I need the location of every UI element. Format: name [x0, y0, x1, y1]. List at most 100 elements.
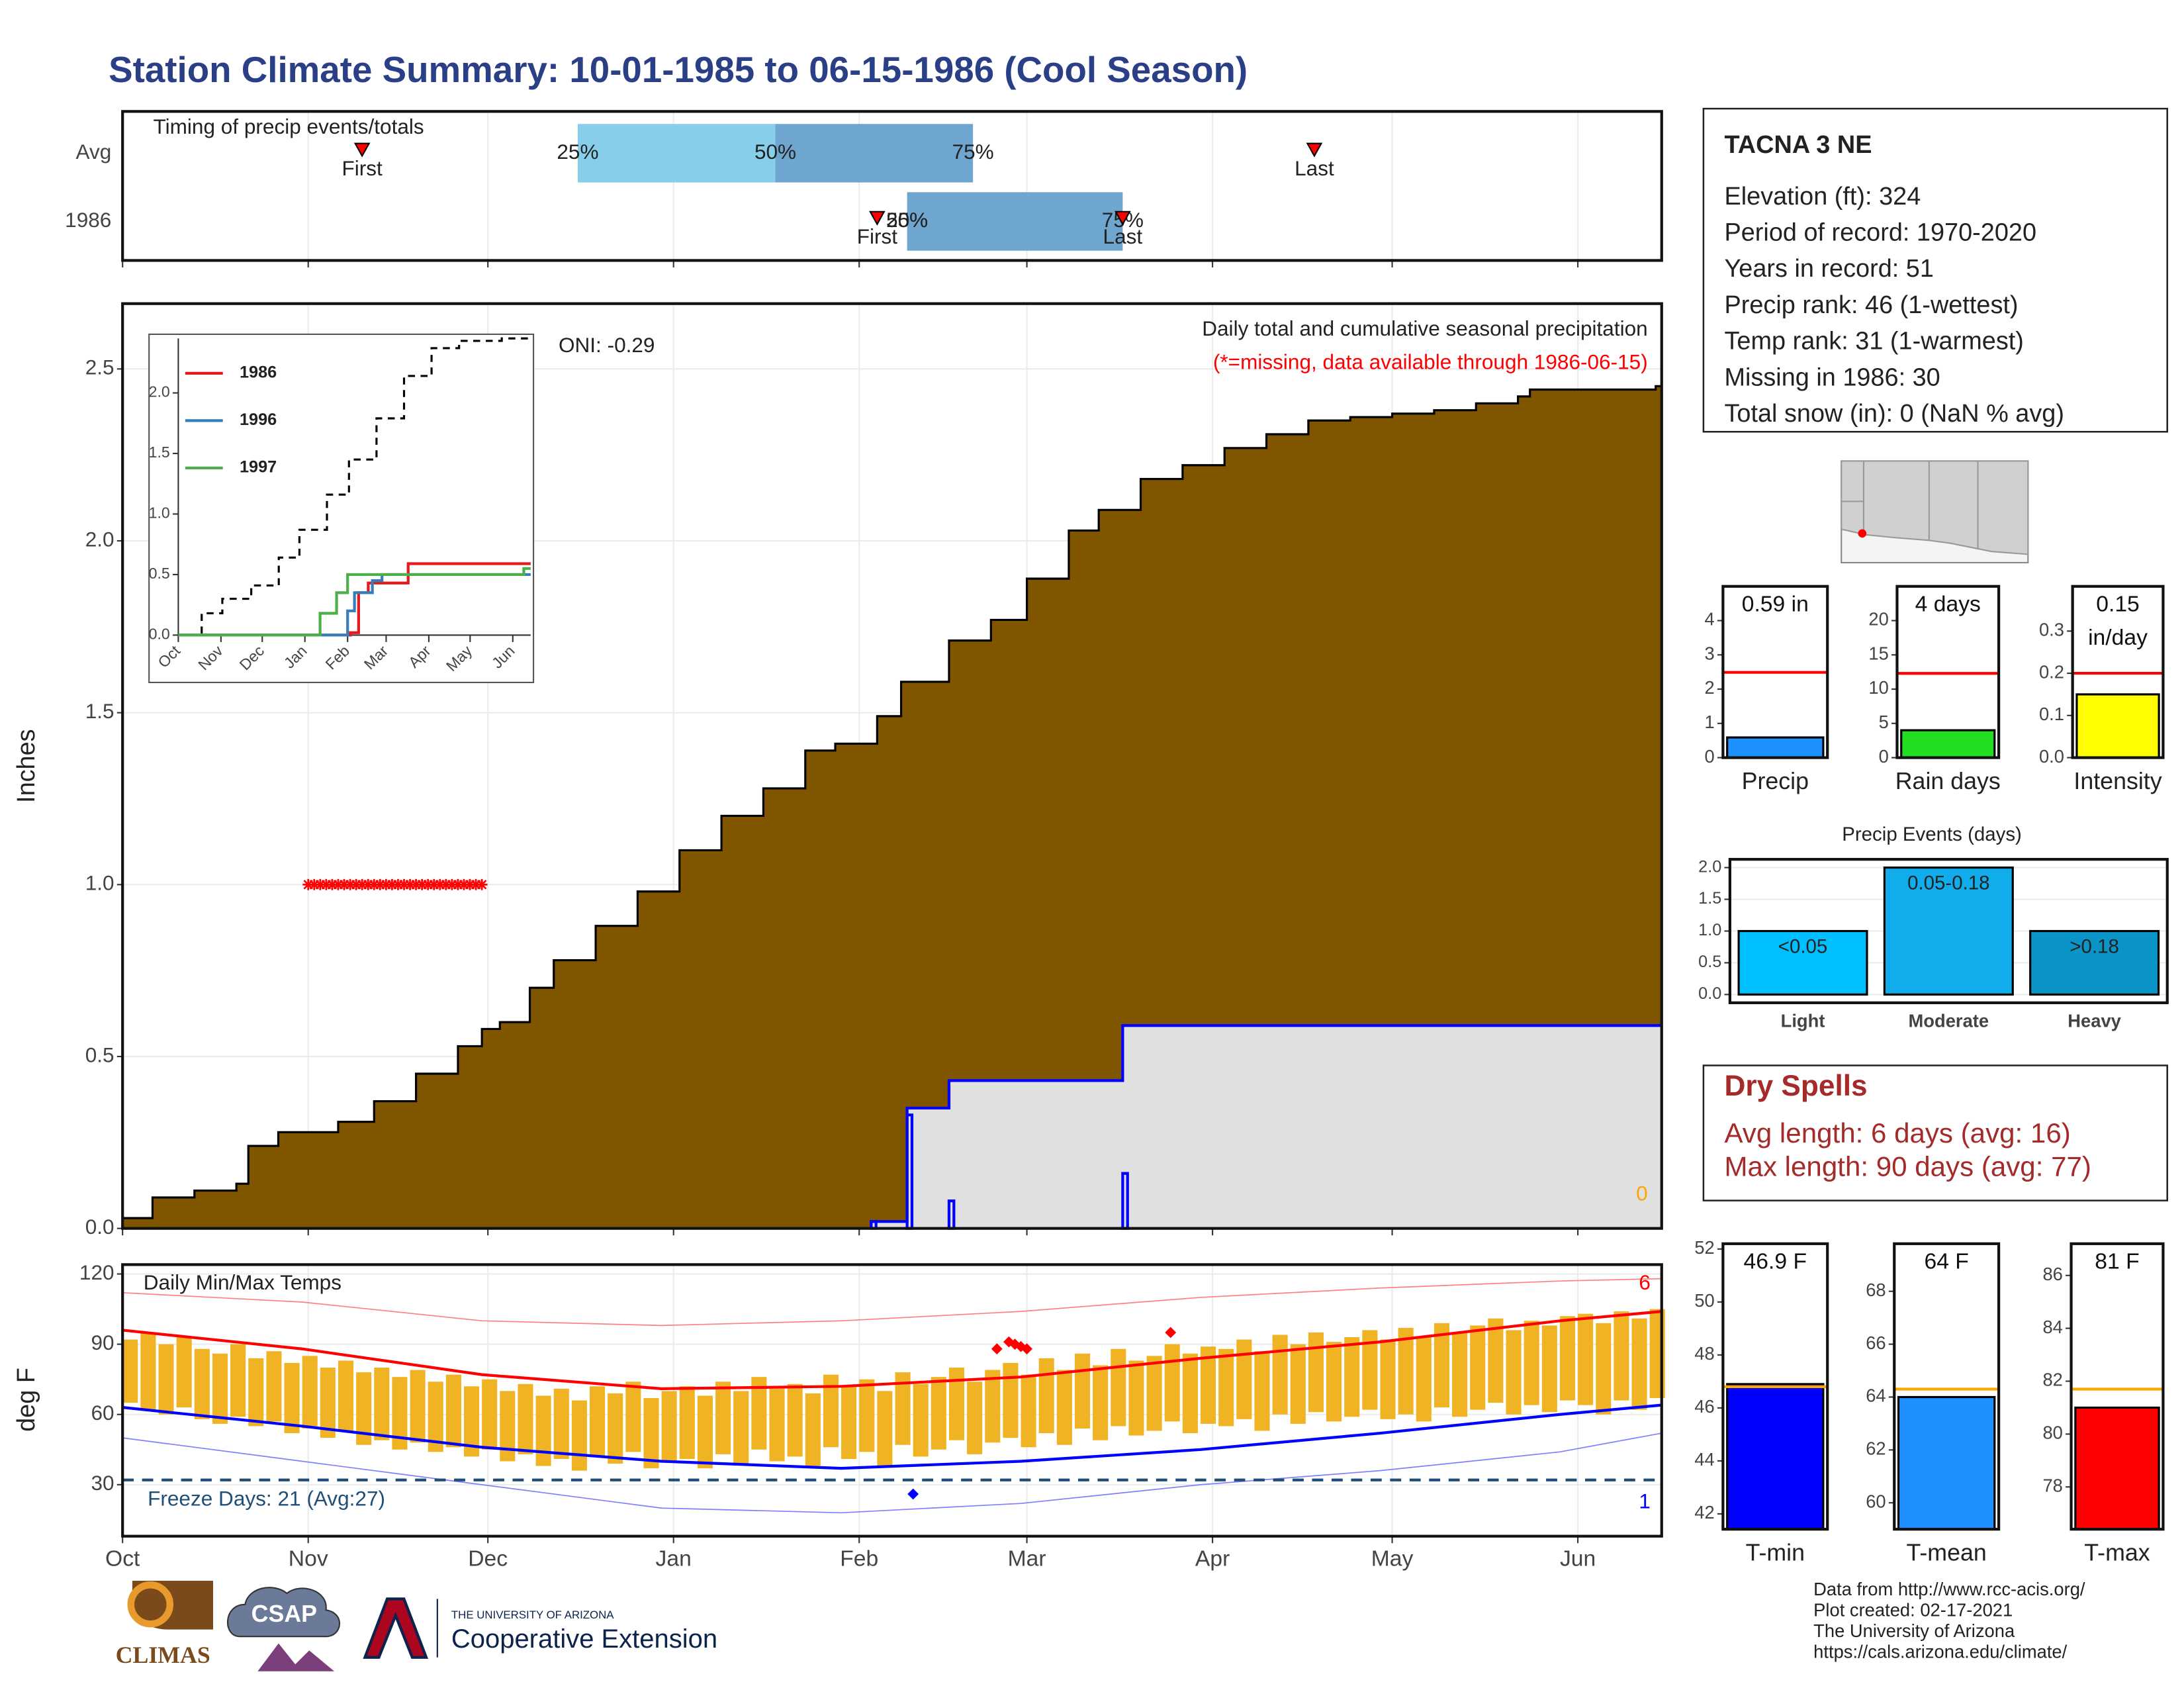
- y-axis-label: deg F: [13, 1368, 40, 1432]
- temp-range-bar: [967, 1382, 983, 1454]
- climas-logo-ring: [127, 1581, 174, 1628]
- y-tick-label: 0.0: [2039, 746, 2064, 767]
- quartile-bar: [577, 124, 776, 183]
- plot-frame: [1728, 858, 2169, 1004]
- station-name: TACNA 3 NE: [1724, 131, 1872, 159]
- plot-frame: [1893, 1242, 2001, 1531]
- missing-marker: [452, 878, 464, 890]
- temp-line: [122, 1278, 1662, 1327]
- temp-range-bar: [302, 1356, 318, 1429]
- plot-frame: [1895, 585, 2001, 759]
- temp-range-bar: [158, 1344, 174, 1415]
- locator-map: [1841, 460, 2029, 564]
- temp-range-bar: [1614, 1311, 1629, 1401]
- event-marker: [869, 211, 886, 226]
- missing-marker: [446, 878, 458, 890]
- y-tick-label: 120: [79, 1260, 114, 1284]
- missing-marker: [314, 878, 326, 890]
- missing-marker: [326, 878, 338, 890]
- event-label: First: [341, 156, 383, 180]
- map-border: [1841, 461, 1979, 549]
- temp-range-bar: [1128, 1360, 1144, 1436]
- temp-range-bar: [122, 1339, 138, 1403]
- x-tick-label: Mar: [1008, 1546, 1046, 1571]
- temp-range-bar: [266, 1351, 282, 1422]
- bar: [1897, 1395, 1996, 1530]
- y-tick-label: 62: [1866, 1438, 1886, 1459]
- x-tick-label: Heavy: [2068, 1011, 2121, 1031]
- quartile-label: 50%: [754, 140, 796, 164]
- y-tick-label: 1.5: [85, 699, 114, 723]
- station-line: Elevation (ft): 324: [1724, 183, 1921, 211]
- missing-marker: [422, 878, 434, 890]
- x-axis-label: T-mean: [1907, 1539, 1987, 1566]
- value-label: 81 F: [2095, 1250, 2140, 1275]
- logo-text: CLIMAS: [116, 1642, 210, 1668]
- temp-range-bar: [338, 1360, 354, 1431]
- legend-label: 1986: [240, 363, 277, 382]
- temp-range-bar: [553, 1388, 569, 1459]
- dry-spells-line: Max length: 90 days (avg: 77): [1724, 1150, 2091, 1182]
- value-label: 0.15 in/day: [2088, 593, 2148, 651]
- y-tick-label: 50: [1694, 1290, 1714, 1311]
- x-tick-label: May: [1371, 1546, 1414, 1571]
- bar: [1726, 1383, 1825, 1530]
- value-label: 46.9 F: [1743, 1250, 1807, 1275]
- temp-range-bar: [1164, 1344, 1180, 1422]
- temp-range-bar: [392, 1377, 408, 1450]
- quartile-label: 25%: [886, 208, 928, 232]
- panel-title: Daily Min/Max Temps: [144, 1270, 341, 1294]
- x-axis-label: Precip: [1742, 768, 1809, 794]
- y-tick-label: 82: [2042, 1370, 2062, 1390]
- plot-frame: [2070, 1242, 2165, 1531]
- temp-range-bar: [1290, 1344, 1306, 1424]
- y-tick-label: 0.2: [2039, 661, 2064, 682]
- temp-range-bar: [194, 1348, 210, 1419]
- legend-label: 1996: [240, 410, 277, 429]
- missing-marker: [356, 878, 368, 890]
- dry-spells-title: Dry Spells: [1724, 1070, 1867, 1102]
- temp-range-bar: [751, 1377, 767, 1450]
- y-tick-label: 4: [1705, 609, 1715, 630]
- category-label: 1986: [65, 208, 111, 232]
- bar: [1726, 736, 1825, 759]
- missing-marker: [410, 878, 422, 890]
- missing-marker: [428, 878, 440, 890]
- bar: [2029, 929, 2160, 996]
- missing-marker: [332, 878, 344, 890]
- bar-label: 0.05-0.18: [1907, 872, 1989, 894]
- plot-frame: [121, 1263, 1663, 1538]
- temp-range-bar: [985, 1370, 1001, 1443]
- csap-cloud: [226, 1587, 341, 1638]
- temp-range-bar: [1380, 1339, 1396, 1419]
- y-tick-label: 84: [2042, 1317, 2062, 1337]
- temp-range-bar: [1146, 1356, 1162, 1431]
- map-land: [1841, 460, 2029, 555]
- x-tick-label: Feb: [840, 1546, 878, 1571]
- missing-marker: [476, 878, 488, 890]
- y-tick-label: 3: [1705, 643, 1715, 664]
- y-tick-label: 0.5: [1698, 953, 1721, 971]
- quartile-label: 50%: [886, 208, 928, 232]
- event-marker: [1306, 142, 1323, 158]
- x-tick-label: Apr: [1195, 1546, 1230, 1571]
- event-marker: [353, 142, 371, 158]
- temp-range-bar: [841, 1386, 857, 1459]
- temp-range-bar: [913, 1383, 929, 1457]
- temp-range-bar: [1488, 1318, 1504, 1403]
- station-line: Missing in 1986: 30: [1724, 363, 1940, 391]
- temp-range-bar: [1201, 1346, 1216, 1424]
- temp-range-bar: [1111, 1348, 1126, 1427]
- temp-range-bar: [1559, 1316, 1576, 1401]
- temp-range-bar: [1056, 1370, 1072, 1445]
- dry-spells-line: Avg length: 6 days (avg: 16): [1724, 1117, 2070, 1149]
- missing-marker: [470, 878, 482, 890]
- value-label: 0.59 in: [1741, 593, 1809, 618]
- temp-range-bar: [428, 1382, 443, 1452]
- temp-range-bar: [1524, 1321, 1539, 1405]
- quartile-label: 25%: [557, 140, 598, 164]
- missing-marker: [350, 878, 362, 890]
- logo-text: Cooperative Extension: [451, 1624, 717, 1654]
- footer-line: https://cals.arizona.edu/climate/: [1813, 1642, 2067, 1662]
